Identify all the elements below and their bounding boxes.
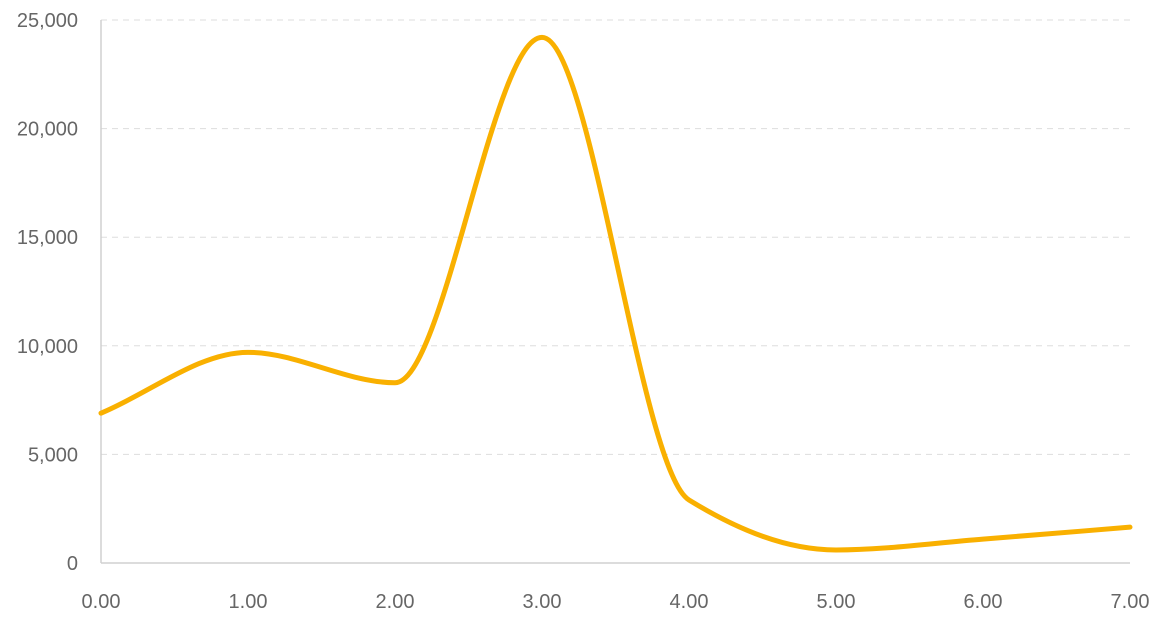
- y-tick-label-0: 0: [67, 553, 78, 575]
- y-tick-label-5: 25,000: [17, 10, 78, 32]
- x-axis-tick-labels: 0.00 1.00 2.00 3.00 4.00 5.00 6.00 7.00: [82, 591, 1150, 613]
- x-tick-label-4: 4.00: [670, 591, 709, 613]
- grid-lines: [101, 19, 1130, 455]
- y-axis-tick-labels: 0 5,000 10,000 15,000 20,000 25,000: [17, 10, 78, 575]
- y-tick-label-3: 15,000: [17, 227, 78, 249]
- x-tick-label-0: 0.00: [82, 591, 121, 613]
- x-tick-label-6: 6.00: [964, 591, 1003, 613]
- x-tick-label-3: 3.00: [523, 591, 562, 613]
- series-lines: [98, 34, 1133, 553]
- y-tick-label-2: 10,000: [17, 336, 78, 358]
- y-tick-label-1: 5,000: [28, 444, 78, 466]
- axes: [100, 20, 1130, 564]
- x-tick-label-1: 1.00: [229, 591, 268, 613]
- x-tick-label-7: 7.00: [1111, 591, 1150, 613]
- x-tick-label-5: 5.00: [817, 591, 856, 613]
- x-tick-label-2: 2.00: [376, 591, 415, 613]
- y-tick-label-4: 20,000: [17, 119, 78, 141]
- series-line-0: [98, 34, 1133, 553]
